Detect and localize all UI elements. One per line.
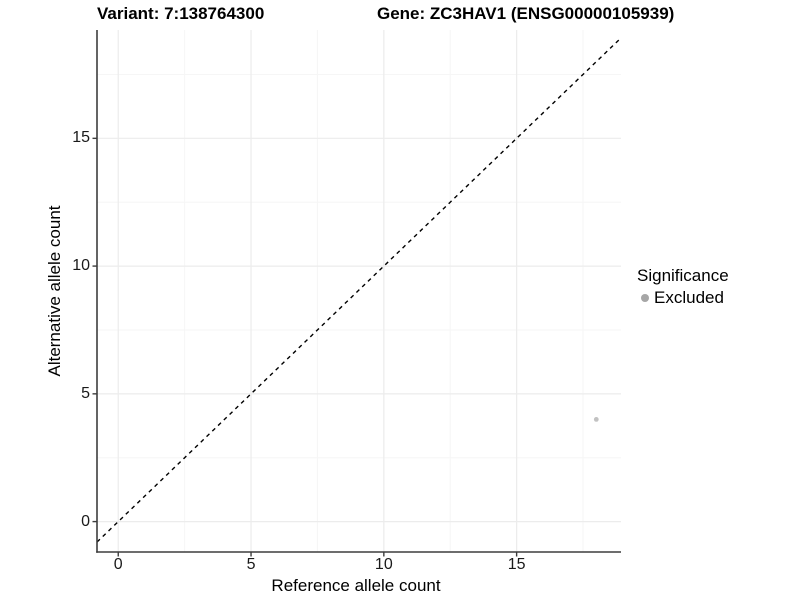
- plot-title-gene: Gene: ZC3HAV1 (ENSG00000105939): [377, 4, 675, 23]
- y-tick-label: 10: [72, 257, 90, 275]
- plot-title-variant: Variant: 7:138764300: [97, 4, 265, 23]
- y-tick-label: 0: [81, 512, 90, 530]
- legend-item-excluded: Excluded: [637, 288, 729, 308]
- x-tick-label: 15: [507, 556, 526, 573]
- x-axis-title: Reference allele count: [271, 576, 441, 595]
- y-tick-label: 15: [72, 129, 90, 147]
- identity-dashed-line: [96, 37, 622, 543]
- legend-title: Significance: [637, 266, 729, 285]
- y-axis-title: Alternative allele count: [45, 205, 64, 377]
- legend: Significance Excluded: [637, 266, 729, 308]
- x-tick-label: 0: [113, 556, 123, 573]
- legend-item-label: Excluded: [654, 288, 724, 307]
- data-point-excluded: [593, 416, 599, 422]
- y-tick-label: 5: [81, 384, 90, 402]
- x-tick-label: 5: [246, 556, 256, 573]
- legend-key-dot-icon: [641, 294, 649, 302]
- x-tick-label: 10: [374, 556, 393, 573]
